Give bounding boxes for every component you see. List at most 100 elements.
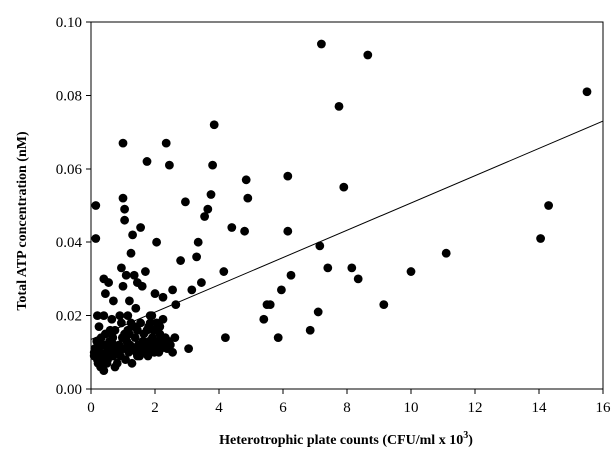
data-point [155, 322, 165, 332]
x-tick-label: 8 [343, 400, 351, 416]
data-point [142, 325, 152, 335]
y-tick-label: 0.06 [56, 162, 83, 178]
x-axis-title-main: Heterotrophic plate counts (CFU/ml x 10 [219, 433, 463, 448]
data-point [104, 340, 113, 350]
data-point [94, 340, 104, 350]
data-point [93, 311, 102, 320]
data-point [315, 241, 325, 251]
data-point [283, 171, 293, 181]
data-point [99, 366, 109, 376]
data-point [544, 201, 553, 210]
data-point [192, 252, 202, 262]
data-point [112, 358, 122, 368]
data-point [130, 333, 140, 343]
trendline-group [90, 120, 604, 340]
data-point [104, 278, 113, 287]
x-axis-title-superscript: 3 [463, 430, 468, 441]
data-point [150, 289, 160, 298]
x-tick-label: 2 [151, 400, 159, 416]
data-point [126, 248, 136, 258]
data-point [200, 212, 210, 221]
plot-frame [90, 21, 604, 390]
data-point [142, 157, 152, 166]
x-axis-title-suffix: ) [468, 433, 473, 448]
data-point [120, 215, 129, 225]
x-tick-label: 14 [532, 400, 548, 416]
data-point [149, 325, 158, 335]
data-point [128, 230, 138, 240]
data-point [259, 314, 269, 324]
data-point [176, 256, 186, 265]
data-point [353, 274, 363, 284]
data-point [123, 325, 133, 335]
data-point [339, 182, 349, 192]
data-point [133, 278, 142, 287]
data-point [241, 175, 251, 185]
data-point [536, 234, 545, 243]
data-point [406, 267, 416, 276]
data-point [136, 318, 146, 328]
data-point [123, 311, 133, 320]
data-point [221, 333, 230, 343]
data-point [334, 102, 344, 111]
y-tick-label: 0.04 [56, 235, 83, 251]
data-point [108, 333, 118, 343]
data-point [240, 226, 250, 236]
data-point [118, 138, 128, 148]
data-point [184, 344, 194, 354]
data-point [115, 311, 125, 320]
data-point [136, 223, 146, 232]
data-point [133, 325, 142, 335]
x-tick-label: 4 [215, 400, 223, 416]
data-point [227, 223, 237, 232]
data-point [313, 307, 323, 317]
data-point [243, 193, 253, 203]
data-point [118, 193, 128, 203]
data-point [265, 300, 275, 309]
data-point [168, 285, 178, 295]
data-point [109, 296, 118, 306]
data-point [317, 39, 326, 49]
data-point [97, 355, 107, 365]
data-point [305, 325, 315, 335]
data-point [145, 311, 155, 320]
data-point [379, 300, 389, 309]
data-point [129, 270, 139, 280]
x-tick-label: 10 [404, 400, 419, 416]
data-point [181, 197, 190, 207]
data-point [91, 234, 101, 243]
data-point [143, 351, 153, 361]
data-point [277, 285, 286, 295]
ticks [86, 21, 604, 394]
y-tick-label: 0.08 [56, 88, 82, 104]
data-point [187, 285, 197, 295]
data-point [127, 358, 137, 368]
tick-labels: 0 2 4 6 8 10 12 14 16 0.00 0.02 0.04 0.06 0.08 0.10 [56, 15, 611, 416]
data-point [283, 226, 293, 236]
data-point [145, 318, 155, 328]
data-point [118, 281, 128, 291]
data-point [203, 204, 213, 214]
x-axis-title: Heterotrophic plate counts (CFU/ml x 103… [219, 430, 473, 448]
data-point [273, 333, 283, 343]
data-points [89, 39, 592, 376]
data-point [91, 201, 101, 210]
trendline [90, 120, 604, 340]
data-point [110, 325, 120, 335]
data-point [323, 263, 333, 273]
data-point [117, 318, 126, 328]
data-point [171, 300, 181, 309]
data-point [158, 292, 168, 302]
y-tick-label: 0.00 [56, 382, 82, 398]
data-point [121, 270, 131, 280]
data-point [441, 248, 451, 258]
data-point [347, 263, 357, 273]
data-point [286, 270, 296, 280]
data-point [208, 160, 218, 170]
y-tick-label: 0.10 [56, 15, 82, 31]
data-point [124, 296, 134, 306]
x-tick-label: 12 [468, 400, 483, 416]
data-point [99, 311, 109, 320]
